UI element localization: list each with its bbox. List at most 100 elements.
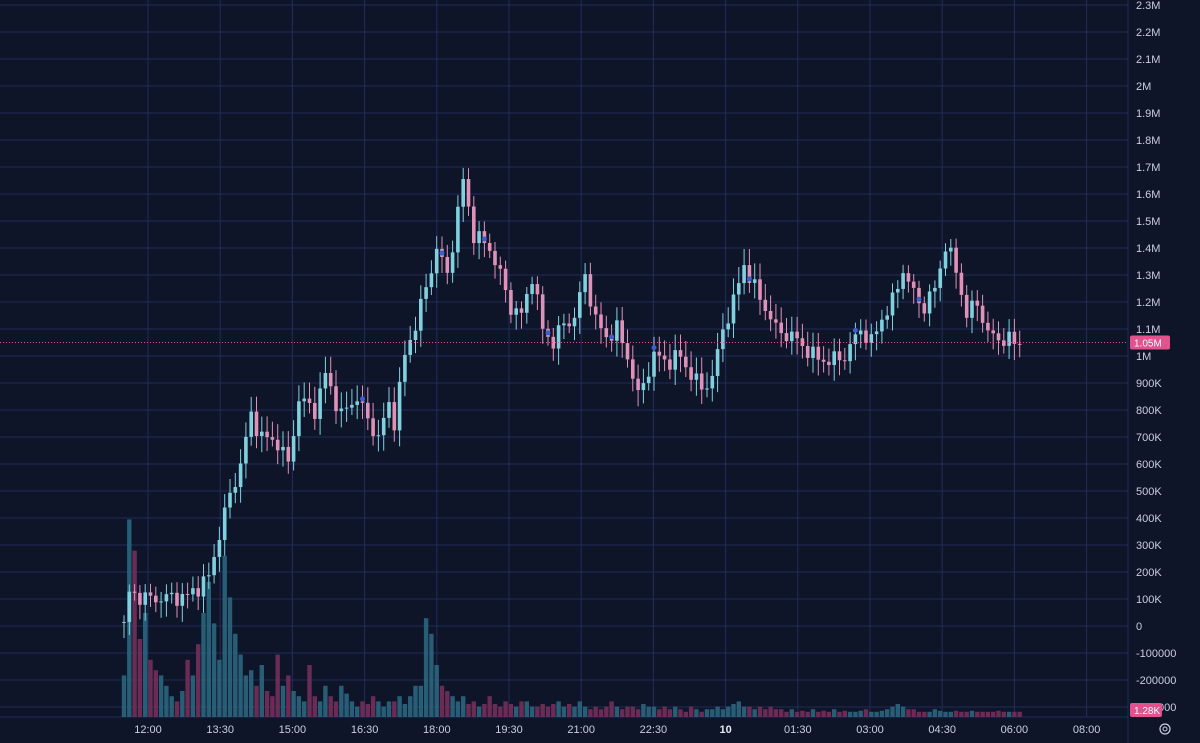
- candle-body: [874, 331, 879, 335]
- volume-bar: [466, 704, 471, 717]
- candle-body: [927, 291, 932, 314]
- candle-body: [917, 287, 921, 304]
- y-tick-label: 2M: [1136, 81, 1151, 93]
- candle-body: [185, 593, 190, 595]
- candle-body: [567, 323, 571, 327]
- candle-body: [275, 439, 280, 451]
- volume-bar: [704, 709, 710, 717]
- volume-bar: [604, 706, 609, 717]
- volume-bar: [598, 709, 604, 717]
- candle-body: [710, 375, 715, 389]
- candle-body: [498, 265, 503, 269]
- y-tick-label: 1.6M: [1136, 189, 1160, 201]
- candle-body: [657, 351, 662, 356]
- candle-body: [122, 621, 126, 623]
- candle-body: [689, 367, 693, 380]
- candle-body: [328, 373, 333, 387]
- candle-body: [244, 436, 248, 464]
- volume-bar: [551, 704, 556, 717]
- candle-body: [461, 178, 465, 207]
- volume-bar: [943, 711, 948, 717]
- candle-body: [599, 314, 603, 329]
- candle-body: [1017, 343, 1022, 345]
- candle-body: [313, 402, 317, 419]
- settings-gear-icon[interactable]: [1159, 723, 1171, 735]
- volume-bar: [678, 709, 683, 717]
- volume-bar: [1012, 711, 1017, 717]
- candle-body: [832, 351, 836, 366]
- candle-body: [344, 407, 349, 409]
- candle-body: [519, 308, 524, 313]
- volume-bar: [832, 709, 837, 717]
- volume-bar: [847, 711, 853, 717]
- volume-bar: [800, 710, 805, 717]
- volume-bar: [614, 706, 620, 717]
- volume-bar: [339, 685, 344, 717]
- volume-bar: [349, 701, 355, 717]
- y-tick-label: 1.1M: [1136, 324, 1160, 336]
- candle-body: [763, 299, 768, 311]
- volume-bar: [816, 711, 821, 717]
- volume-bar: [657, 709, 662, 717]
- candle-body: [795, 331, 799, 339]
- volume-bar: [487, 696, 492, 717]
- candle-body: [307, 398, 312, 403]
- candle-body: [297, 401, 301, 437]
- volume-bar: [450, 696, 455, 717]
- volume-bar: [254, 685, 259, 717]
- candle-body: [668, 359, 672, 370]
- volume-bar: [1006, 711, 1012, 717]
- candle-body: [334, 386, 338, 412]
- volume-bar: [211, 623, 217, 717]
- candle-body: [943, 251, 948, 269]
- volume-bar: [137, 639, 143, 717]
- x-tick-label: 03:00: [856, 724, 884, 736]
- volume-bar: [757, 706, 763, 717]
- price-badge-bg: [1130, 335, 1170, 350]
- candle-body: [747, 265, 752, 283]
- candle-body: [752, 279, 757, 283]
- volume-bar: [386, 701, 392, 717]
- y-tick-label: 0: [1136, 621, 1142, 633]
- candle-body: [954, 247, 958, 273]
- volume-bar: [249, 670, 254, 717]
- candle-body: [360, 401, 365, 403]
- candle-body: [991, 330, 995, 334]
- candle-body: [493, 250, 497, 266]
- volume-bar: [185, 659, 190, 717]
- volume-bar: [688, 706, 694, 717]
- trade-marker: [651, 345, 657, 351]
- volume-bar: [355, 706, 360, 717]
- candle-body: [673, 350, 677, 370]
- y-tick-label: -100000: [1136, 648, 1176, 660]
- candle-body: [525, 293, 529, 313]
- candle-body: [413, 330, 418, 341]
- volume-bar: [524, 701, 529, 717]
- candle-body: [164, 594, 169, 602]
- volume-bar: [164, 685, 169, 717]
- x-tick-label: 19:30: [495, 724, 523, 736]
- volume-bar: [227, 597, 233, 717]
- volume-bar: [630, 706, 635, 717]
- volume-bar: [455, 701, 461, 717]
- volume-bar: [609, 701, 614, 717]
- y-tick-label: 700K: [1136, 432, 1162, 444]
- candle-body: [620, 320, 624, 344]
- candle-body: [175, 592, 179, 606]
- volume-bar: [519, 701, 524, 717]
- candle-body: [662, 355, 667, 360]
- volume-bar: [381, 706, 386, 717]
- volume-bar: [476, 706, 482, 717]
- candle-body: [699, 373, 704, 390]
- candle-body: [858, 330, 863, 335]
- volume-bar: [842, 710, 847, 717]
- volume-bar: [577, 701, 582, 717]
- x-axis[interactable]: 12:00 13:30 15:00 16:30 18:00 19:30 21:00 22:30…: [134, 724, 1100, 736]
- candle-body: [562, 323, 566, 326]
- volume-bar: [270, 696, 275, 717]
- volume-bar: [302, 701, 307, 717]
- x-tick-label: 21:00: [567, 724, 595, 736]
- volume-bar: [964, 711, 969, 717]
- volume-bar: [582, 706, 588, 717]
